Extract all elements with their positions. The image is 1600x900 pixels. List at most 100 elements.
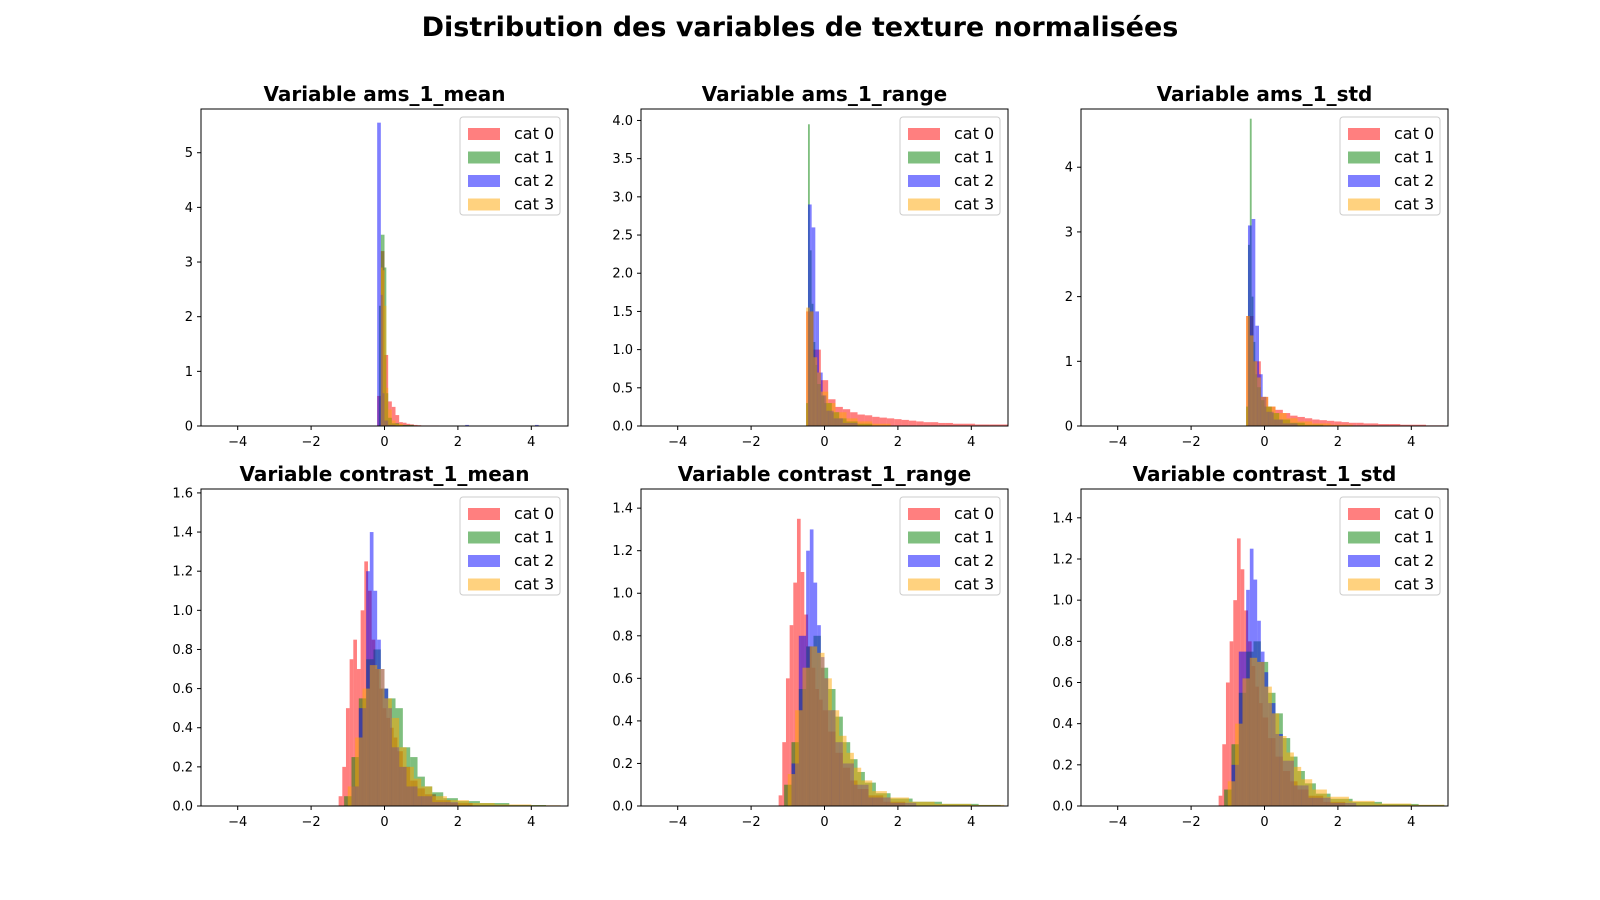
legend: cat 0 cat 1 cat 2 cat 3	[1339, 496, 1441, 596]
x-tick-label: −2	[302, 435, 321, 450]
series-cat-3	[380, 267, 422, 426]
histogram-bar	[1225, 682, 1230, 806]
subplot-title: Variable ams_1_range	[702, 82, 947, 106]
x-tick-label: 4	[527, 435, 535, 450]
histogram-bar	[820, 391, 829, 426]
histogram-bar	[1411, 424, 1426, 426]
figure-title: Distribution des variables de texture no…	[421, 12, 1179, 43]
y-tick-label: 2	[1065, 290, 1073, 305]
x-tick-label: 0	[820, 435, 828, 450]
x-tick-label: −4	[1108, 815, 1127, 830]
histogram-bars	[338, 532, 561, 806]
histogram-bar	[828, 403, 836, 426]
histogram-bar	[908, 801, 935, 806]
y-tick-label: 0.6	[612, 672, 633, 687]
legend: cat 0 cat 1 cat 2 cat 3	[459, 116, 561, 216]
histogram-bar	[1312, 423, 1331, 426]
histogram-bar	[872, 791, 887, 806]
histogram-bar	[494, 804, 532, 806]
histogram-bar	[1411, 804, 1445, 806]
x-tick-label: 4	[1407, 435, 1415, 450]
histogram-bar	[901, 419, 909, 426]
histogram-bar	[1279, 736, 1287, 806]
y-tick-label: 4	[185, 201, 193, 216]
legend-swatch	[908, 578, 940, 591]
histogram-bar	[388, 409, 392, 426]
histogram-bar	[534, 424, 539, 426]
x-tick-label: 0	[820, 815, 828, 830]
histogram-bar	[1330, 424, 1353, 426]
y-tick-label: 1.4	[172, 526, 193, 541]
x-tick-label: −2	[302, 815, 321, 830]
legend-swatch	[908, 508, 940, 520]
legend-swatch	[468, 508, 500, 520]
histogram-bar	[1286, 752, 1294, 806]
histogram-bar	[1356, 422, 1364, 426]
legend-swatch	[908, 128, 940, 140]
y-tick-label: 2	[185, 310, 193, 325]
x-tick-label: 2	[894, 815, 902, 830]
histogram-bar	[1260, 396, 1269, 426]
y-tick-label: 4.0	[612, 114, 633, 129]
y-tick-label: 0.0	[612, 420, 633, 435]
subplot-6: −4 −2 0 2 4 0.0 0.2 0.4 0.6 0.8 1.0 1.2 1.4 Variable …	[1052, 462, 1449, 830]
histogram-bar	[465, 424, 469, 426]
legend-label: cat 3	[514, 195, 554, 214]
histogram-bar	[1253, 361, 1258, 426]
histogram-bar	[782, 742, 786, 806]
legend-frame	[899, 496, 1001, 596]
legend-swatch	[468, 578, 500, 591]
legend-swatch	[1348, 128, 1380, 140]
histogram-bar	[938, 422, 946, 426]
y-tick-label: 0.2	[1052, 758, 1073, 773]
x-tick-label: −4	[228, 435, 247, 450]
y-tick-label: 1.2	[172, 565, 193, 580]
histogram-bar	[806, 307, 810, 426]
histogram-bar	[1370, 423, 1379, 426]
histogram-bar	[1249, 657, 1258, 806]
histogram-bar	[1271, 713, 1280, 806]
histogram-bar	[1236, 538, 1241, 806]
histogram-bar	[399, 747, 407, 806]
x-tick-label: 2	[454, 815, 462, 830]
histogram-bar	[1227, 781, 1236, 806]
legend-label: cat 0	[1394, 504, 1434, 523]
histogram-bar	[802, 667, 810, 806]
legend-label: cat 2	[1394, 171, 1434, 190]
histogram-bar	[945, 422, 953, 426]
histogram-bar	[857, 421, 873, 426]
x-tick-label: −2	[742, 435, 761, 450]
histogram-bar	[338, 796, 343, 806]
histogram-bar	[795, 710, 803, 806]
y-tick-label: 5	[185, 146, 193, 161]
histogram-bar	[1255, 325, 1259, 426]
histogram-bar	[1341, 422, 1349, 426]
y-tick-label: 0.6	[172, 682, 193, 697]
legend-swatch	[468, 151, 500, 164]
x-tick-label: −4	[668, 435, 687, 450]
legend-frame	[1339, 496, 1441, 596]
series-cat-0	[806, 311, 1008, 426]
legend-label: cat 1	[514, 148, 554, 167]
subplot-2: −4 −2 0 2 4 0.0 0.5 1.0 1.5 2.0 2.5 3.0 3.5 4.0 Variab…	[612, 82, 1009, 450]
legend-label: cat 3	[514, 575, 554, 594]
histogram-bar	[1293, 766, 1302, 806]
histogram-bar	[1275, 413, 1287, 426]
y-tick-label: 1.2	[612, 544, 633, 559]
histogram-bar	[971, 804, 1005, 806]
legend-label: cat 1	[954, 148, 994, 167]
y-tick-label: 1.0	[1052, 594, 1073, 609]
histogram-bar	[379, 122, 381, 426]
histogram-bar	[402, 422, 407, 426]
histogram-bar	[963, 423, 975, 426]
histogram-bar	[1257, 377, 1261, 426]
legend-swatch	[1348, 175, 1380, 187]
x-tick-label: 0	[1260, 435, 1268, 450]
histogram-bar	[391, 406, 396, 426]
legend-label: cat 2	[514, 551, 554, 570]
legend-swatch	[468, 198, 500, 211]
histogram-bar	[894, 419, 902, 426]
legend-label: cat 1	[1394, 148, 1434, 167]
legend-swatch	[908, 531, 940, 544]
